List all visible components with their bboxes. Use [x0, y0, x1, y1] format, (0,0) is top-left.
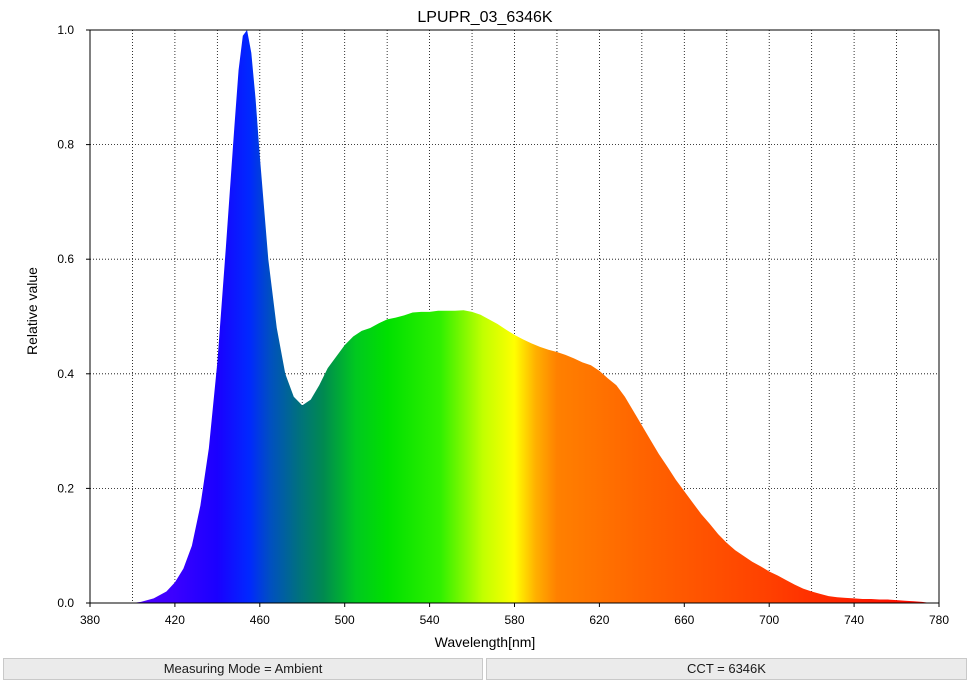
x-tick-label: 580 [504, 613, 524, 627]
x-tick-label: 620 [589, 613, 609, 627]
x-tick-label: 540 [420, 613, 440, 627]
x-tick-label: 700 [759, 613, 779, 627]
spectrum-chart: LPUPR_03_6346K 380 420 460 500 540 580 620 660 7… [24, 9, 949, 650]
spectrum-area [90, 30, 939, 603]
measuring-mode-field: Measuring Mode = Ambient [3, 658, 483, 680]
y-tick-label: 0.0 [57, 596, 74, 610]
cct-field: CCT = 6346K [486, 658, 967, 680]
status-bar: Measuring Mode = Ambient CCT = 6346K [0, 658, 970, 683]
chart-title: LPUPR_03_6346K [417, 9, 553, 26]
x-axis-label: Wavelength[nm] [435, 634, 536, 650]
y-tick-label: 0.2 [57, 481, 74, 495]
x-axis: 380 420 460 500 540 580 620 660 700 740 780 [80, 603, 949, 627]
x-tick-label: 660 [674, 613, 694, 627]
x-tick-label: 460 [250, 613, 270, 627]
y-tick-label: 0.8 [57, 138, 74, 152]
y-tick-label: 0.6 [57, 252, 74, 266]
y-tick-label: 0.4 [57, 367, 74, 381]
y-axis: 0.0 0.2 0.4 0.6 0.8 1.0 [57, 23, 90, 610]
x-tick-label: 740 [844, 613, 864, 627]
x-tick-label: 500 [335, 613, 355, 627]
x-tick-label: 380 [80, 613, 100, 627]
y-tick-label: 1.0 [57, 23, 74, 37]
x-tick-label: 780 [929, 613, 949, 627]
x-tick-label: 420 [165, 613, 185, 627]
y-axis-label: Relative value [24, 267, 40, 355]
